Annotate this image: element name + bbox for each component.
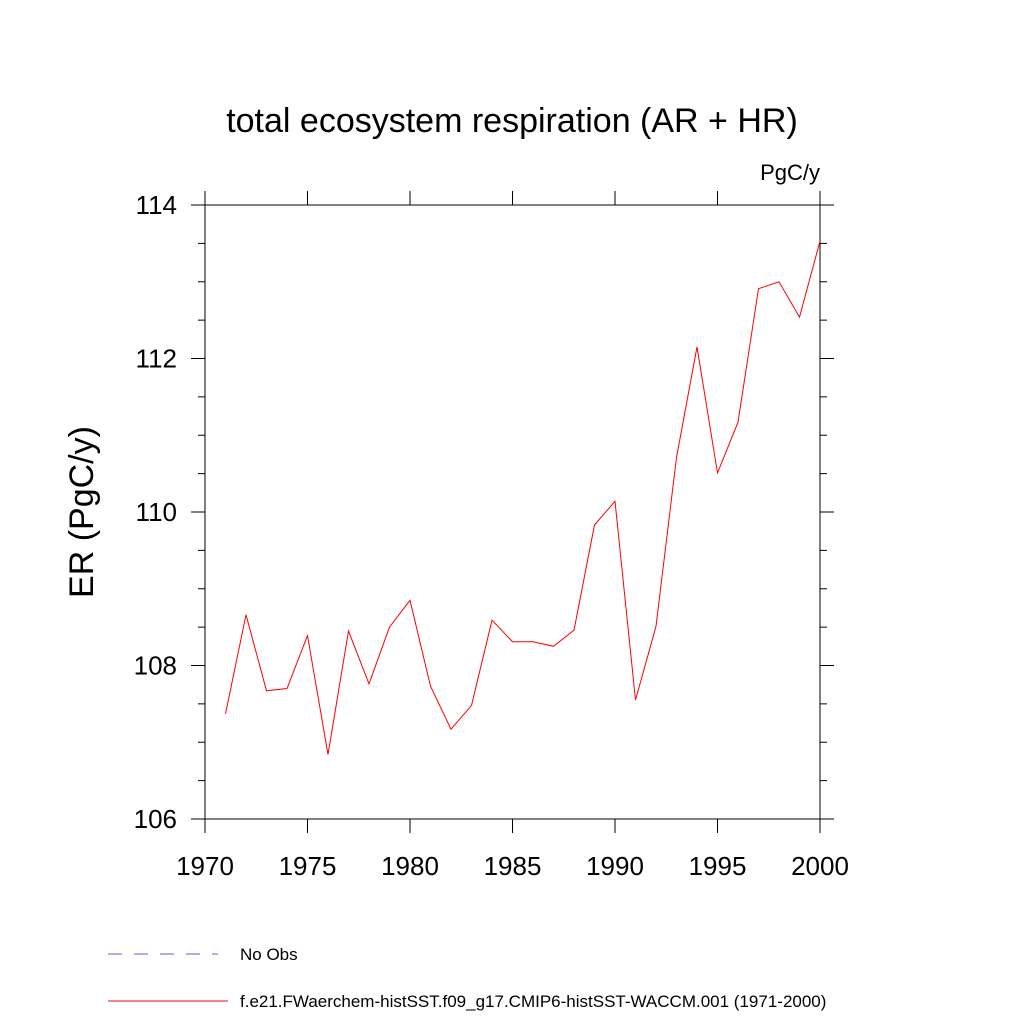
x-tick-labels: 1970 1975 1980 1985 1990 1995 2000 [176,851,849,881]
axis-ticks [191,191,834,833]
series-line-0 [225,240,821,755]
plot-frame [204,204,821,820]
x-tick-label: 1975 [279,851,337,881]
y-tick-label: 114 [136,190,177,220]
x-tick-label: 1985 [484,851,542,881]
x-tick-label: 1995 [689,851,747,881]
legend-label-no-obs: No Obs [240,945,298,964]
y-tick-label: 106 [134,804,177,834]
series-layer [225,240,821,755]
legend-label-waccm: f.e21.FWaerchem-histSST.f09_g17.CMIP6-hi… [240,992,826,1011]
y-tick-label: 112 [136,344,177,374]
x-tick-label: 2000 [791,851,849,881]
y-axis-label: ER (PgC/y) [63,426,101,598]
x-tick-label: 1970 [176,851,234,881]
legend: No Obs f.e21.FWaerchem-histSST.f09_g17.C… [108,945,826,1011]
chart-title: total ecosystem respiration (AR + HR) [226,102,798,140]
y-tick-label: 110 [136,497,177,527]
y-tick-labels: 106 108 110 112 114 [134,190,177,834]
x-tick-label: 1980 [381,851,439,881]
x-tick-label: 1990 [586,851,644,881]
y-tick-label: 108 [134,651,177,681]
units-label: PgC/y [760,160,820,185]
